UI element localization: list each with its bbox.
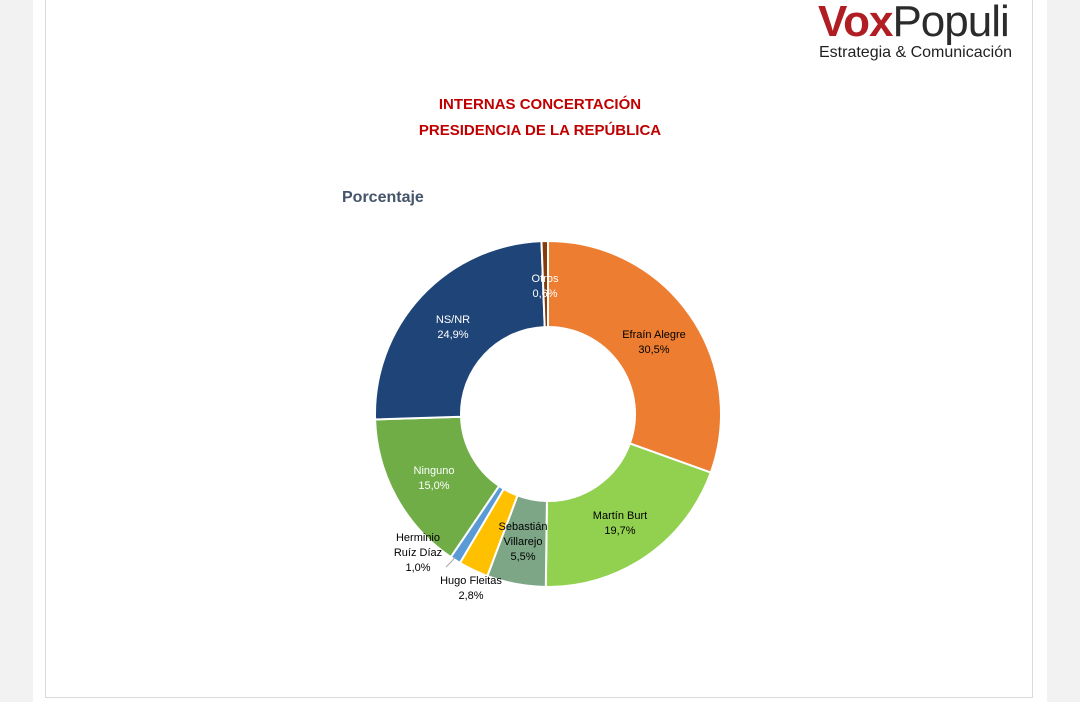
logo-wordmark: VoxPopuli xyxy=(818,0,1010,46)
leader-lines xyxy=(445,556,456,568)
voxpopuli-logo: VoxPopuli Estrategia & Comunicación xyxy=(818,0,1033,66)
slice-efrain-alegre xyxy=(547,239,722,474)
data-label-herminio-ruiz-diaz: Herminio Ruíz Díaz 1,0% xyxy=(394,532,442,574)
chart-subtitle: Porcentaje xyxy=(342,189,424,206)
slice-otros xyxy=(540,239,549,329)
data-labels: Efraín Alegre 30,5% Martín Burt 19,7% Sebast… xyxy=(394,273,686,602)
logo-populi: Populi xyxy=(892,0,1009,46)
data-label-efrain-alegre: Efraín Alegre 30,5% xyxy=(622,329,686,356)
data-label-sebastian-villarejo: Sebastián Villarejo 5,5% xyxy=(499,521,548,563)
data-label-ninguno: Ninguno 15,0% xyxy=(414,465,455,492)
logo-vox: Vox xyxy=(818,0,893,46)
donut-slices xyxy=(374,239,722,588)
data-label-hugo-fleitas: Hugo Fleitas 2,8% xyxy=(440,575,502,602)
data-label-martin-burt: Martín Burt 19,7% xyxy=(593,510,647,537)
leader-line-herminio xyxy=(445,556,456,568)
logo-tagline: Estrategia & Comunicación xyxy=(819,44,1012,61)
data-label-ns-nr: NS/NR 24,9% xyxy=(436,314,470,341)
slice-ns-nr xyxy=(374,240,546,421)
chart-title-line1: INTERNAS CONCERTACIÓN xyxy=(438,96,642,113)
chart-frame xyxy=(45,0,1033,698)
data-label-otros: Otros 0,6% xyxy=(532,273,559,300)
chart-title-line2: PRESIDENCIA DE LA REPÚBLICA xyxy=(418,122,662,139)
slice-martin-burt xyxy=(544,442,713,588)
